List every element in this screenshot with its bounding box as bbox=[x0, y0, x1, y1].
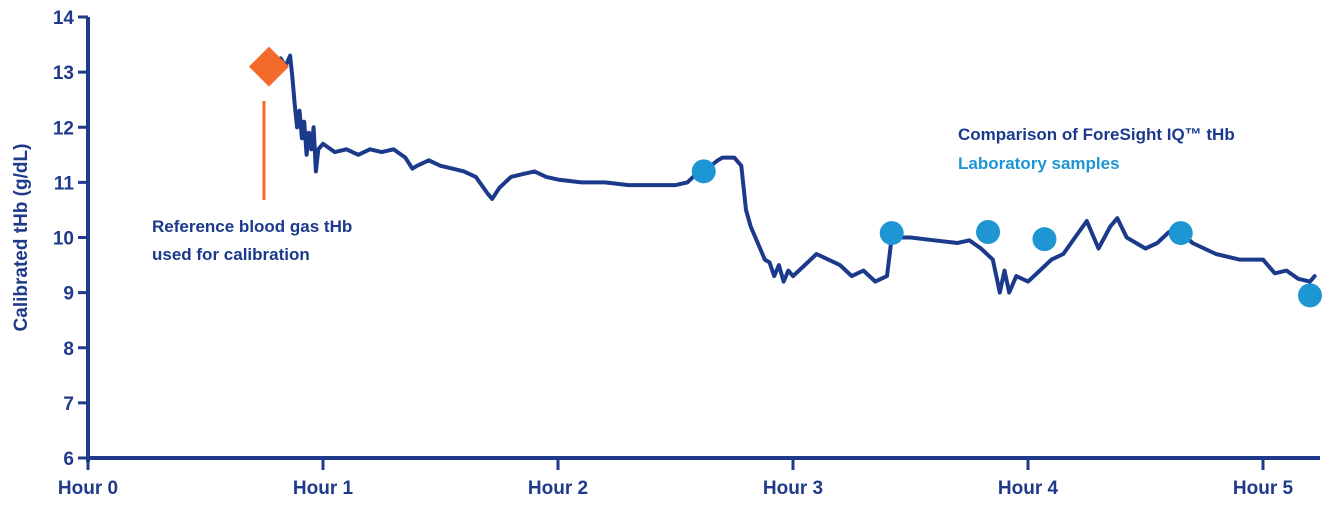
laboratory-sample-point bbox=[1298, 283, 1322, 308]
laboratory-sample-point bbox=[976, 219, 1001, 244]
y-axis-label: Calibrated tHb (g/dL) bbox=[11, 144, 32, 332]
thb-line bbox=[274, 53, 1317, 295]
annotation: Reference blood gas tHb used for calibra… bbox=[152, 101, 352, 264]
y-tick-label: 10 bbox=[53, 229, 74, 250]
laboratory-sample-point bbox=[1168, 221, 1193, 246]
y-tick-label: 7 bbox=[63, 394, 74, 415]
y-tick-label: 8 bbox=[63, 339, 74, 360]
x-ticks: Hour 0 Hour 1 Hour 2 Hour 3 Hour 4 Hour 5 bbox=[58, 458, 1294, 499]
x-tick-label: Hour 3 bbox=[763, 478, 823, 499]
reference-marker bbox=[248, 46, 289, 87]
x-tick-label: Hour 2 bbox=[528, 478, 588, 499]
legend: Comparison of ForeSight IQ™ tHb Laborato… bbox=[958, 125, 1235, 173]
legend-entry-laboratory-samples: Laboratory samples bbox=[958, 154, 1120, 173]
x-tick-label: Hour 4 bbox=[998, 478, 1059, 499]
laboratory-sample-point bbox=[879, 221, 904, 246]
annotation-line-2: used for calibration bbox=[152, 245, 310, 264]
laboratory-sample-point bbox=[1032, 227, 1057, 252]
y-tick-label: 14 bbox=[53, 8, 75, 29]
x-tick-label: Hour 1 bbox=[293, 478, 354, 499]
y-tick-label: 9 bbox=[63, 284, 74, 305]
series-layer bbox=[248, 46, 1322, 308]
legend-entry-comparison: Comparison of ForeSight IQ™ tHb bbox=[958, 125, 1235, 144]
y-tick-label: 12 bbox=[53, 118, 74, 139]
y-tick-label: 11 bbox=[54, 173, 75, 194]
y-tick-label: 13 bbox=[53, 63, 74, 84]
y-tick-label: 6 bbox=[63, 449, 74, 470]
x-tick-label: Hour 0 bbox=[58, 478, 118, 499]
annotation-line-1: Reference blood gas tHb bbox=[152, 217, 352, 236]
x-tick-label: Hour 5 bbox=[1233, 478, 1294, 499]
laboratory-sample-point bbox=[691, 159, 716, 184]
y-ticks: 6 7 8 9 10 11 12 13 14 bbox=[53, 8, 88, 470]
